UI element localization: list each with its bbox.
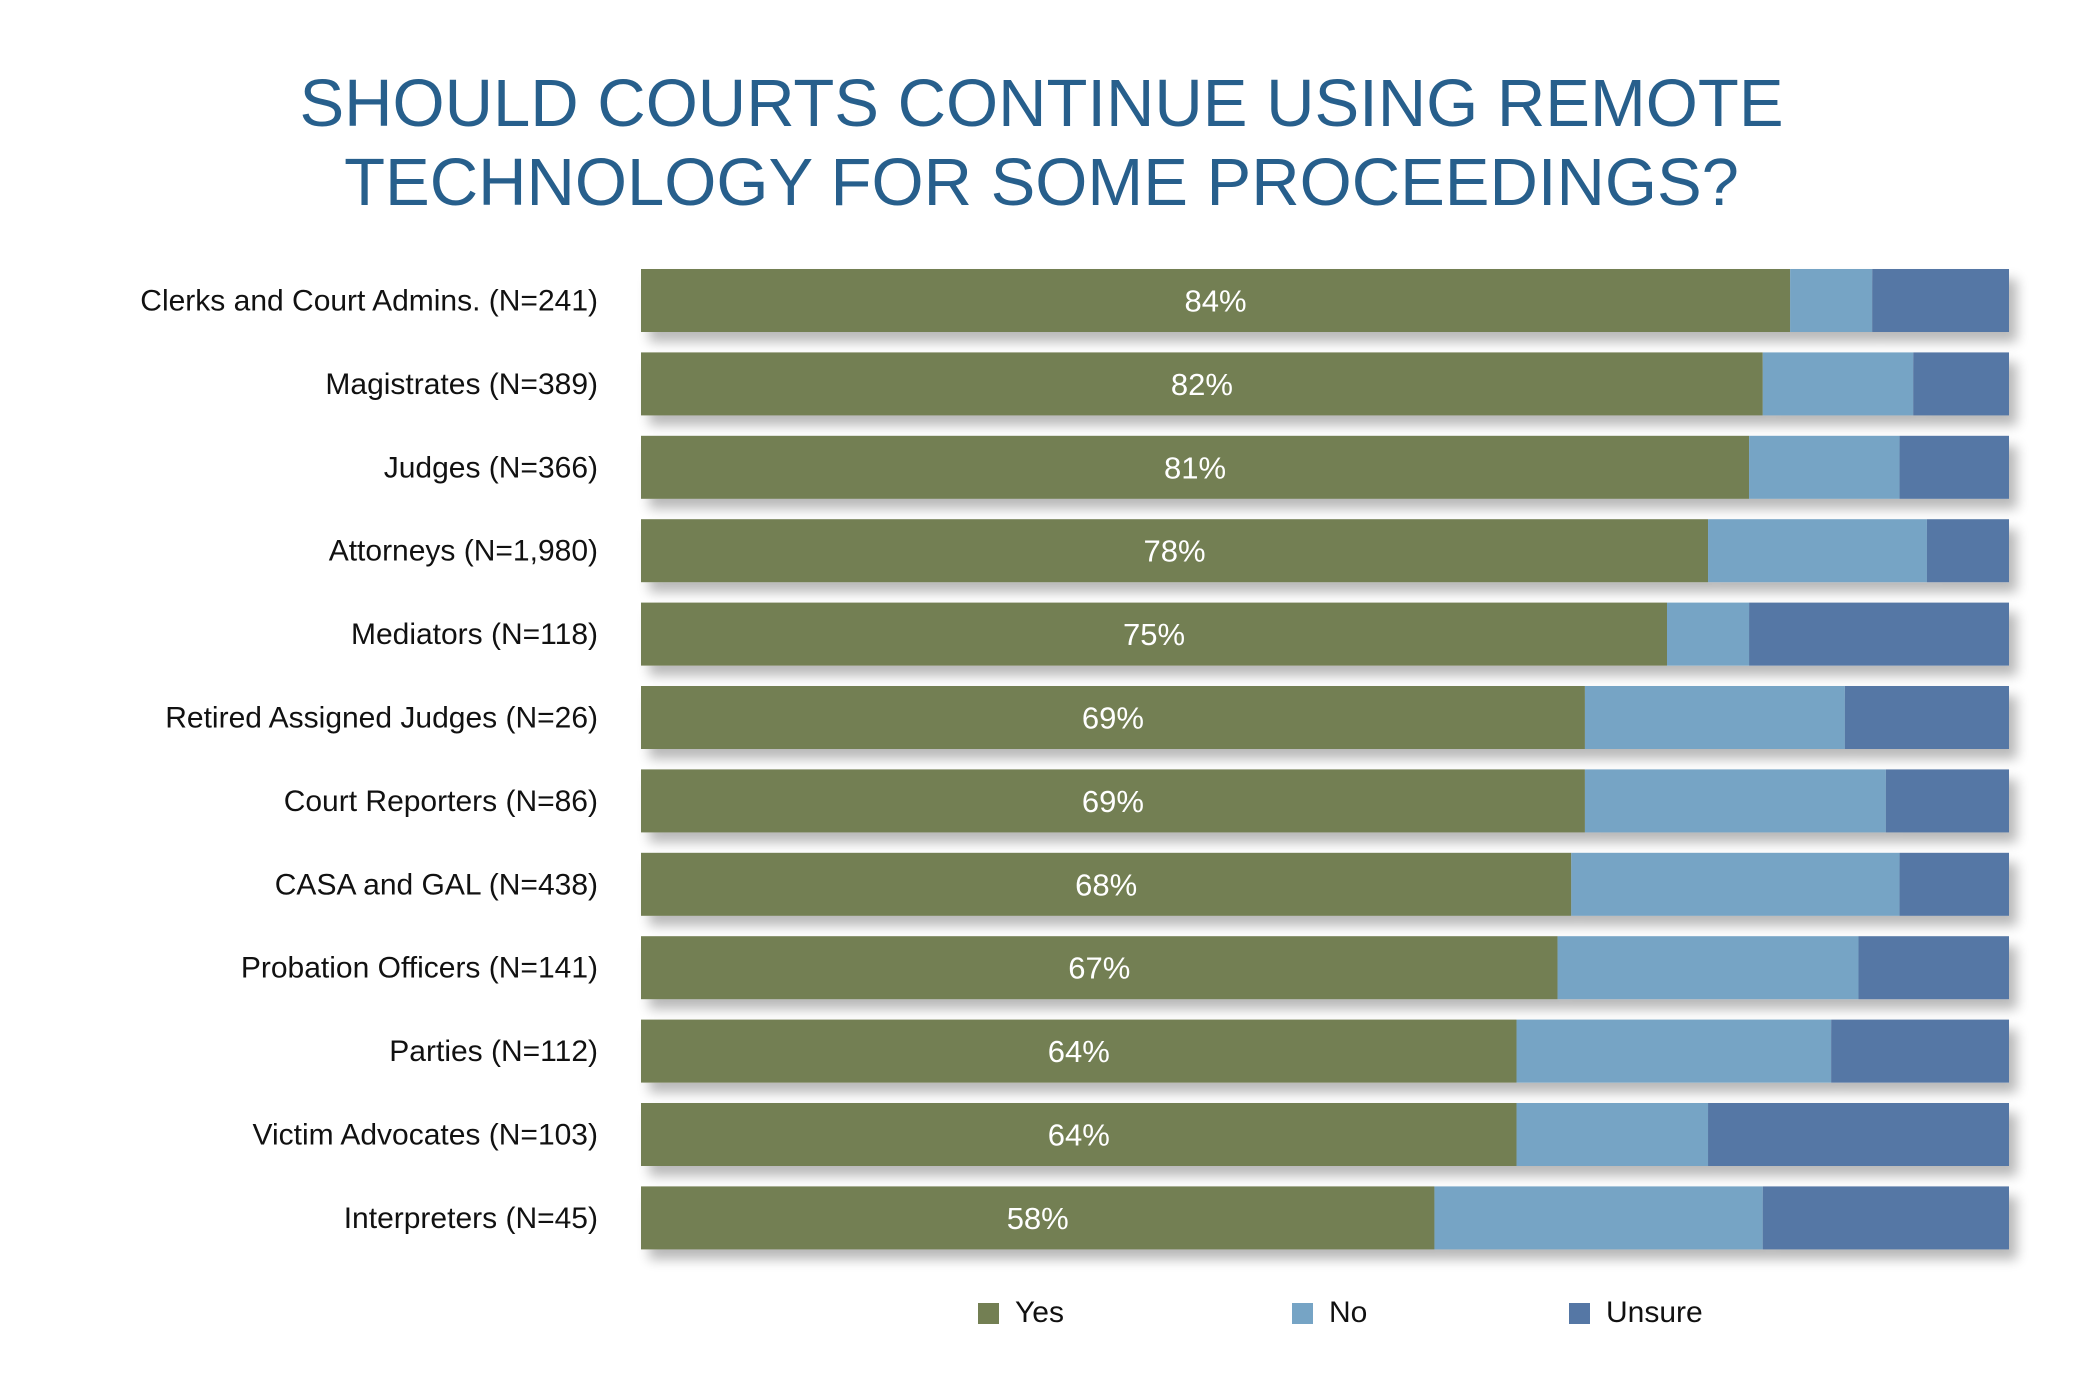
bar-segment-yes [641,519,1709,583]
bar-segment-no [1434,1186,1763,1250]
legend-label-unsure: Unsure [1606,1296,1703,1329]
data-label: 75% [1123,617,1185,652]
bar-segment-no [1667,602,1750,666]
category-label: Court Reporters (N=86) [284,785,598,818]
bar-segment-no [1584,769,1886,833]
stacked-bar [641,769,2009,833]
bar-segment-no [1749,435,1900,499]
category-label: Magistrates (N=389) [325,368,598,401]
bar-row-retired-assigned-judges: Retired Assigned Judges (N=26) 69% [165,686,2009,749]
data-label: 69% [1082,784,1144,819]
bar-segment-unsure [1844,686,2009,749]
bar-segment-no [1708,519,1927,583]
stacked-bar [641,936,2009,1000]
bar-row-mediators: Mediators (N=118) 75% [351,602,2009,666]
legend-swatch-no [1292,1302,1313,1324]
bar-segment-yes [641,1103,1517,1166]
legend: Yes No Unsure [0,1296,2083,1330]
bar-segment-yes [641,602,1667,666]
legend-item-no: No [1292,1296,1367,1330]
plot-area: Clerks and Court Admins. (N=241) 84% Magis… [140,269,2009,1250]
stacked-bar [641,435,2009,499]
category-label: Judges (N=366) [384,451,598,484]
bar-segment-unsure [1913,352,2009,416]
bar-row-interpreters: Interpreters (N=45) 58% [344,1186,2009,1250]
bar-segment-no [1762,352,1914,416]
legend-item-yes: Yes [978,1296,1064,1330]
category-label: Attorneys (N=1,980) [329,535,598,568]
bar-segment-yes [641,435,1750,499]
bar-row-judges: Judges (N=366) 81% [384,435,2009,499]
category-label: Interpreters (N=45) [344,1202,598,1235]
bar-segment-unsure [1762,1186,2009,1250]
category-label: Retired Assigned Judges (N=26) [165,702,598,735]
bar-segment-no [1571,852,1900,916]
stacked-bar [641,602,2009,666]
bar-row-probation-officers: Probation Officers (N=141) 67% [241,936,2009,1000]
data-label: 58% [1007,1201,1069,1236]
bar-row-casa-and-gal: CASA and GAL (N=438) 68% [275,852,2009,916]
bar-segment-unsure [1926,519,2009,583]
data-label: 78% [1143,534,1205,569]
data-label: 84% [1185,284,1247,319]
bar-segment-unsure [1872,269,2009,332]
bar-segment-yes [641,352,1763,416]
bar-segment-yes [641,769,1585,833]
stacked-bar [641,352,2009,416]
bar-segment-yes [641,936,1558,1000]
bar-row-parties: Parties (N=112) 64% [389,1019,2009,1083]
bar-segment-unsure [1831,1019,2009,1083]
legend-item-unsure: Unsure [1569,1296,1703,1330]
category-label: Clerks and Court Admins. (N=241) [140,285,598,318]
stacked-bar [641,1186,2009,1250]
chart-title: SHOULD COURTS CONTINUE USING REMOTE TECH… [0,64,2083,222]
bar-segment-yes [641,1186,1435,1250]
bar-row-attorneys: Attorneys (N=1,980) 78% [329,519,2009,583]
stacked-bar [641,1019,2009,1083]
bar-segment-no [1790,269,1873,332]
bar-segment-unsure [1708,1103,2009,1166]
data-label: 64% [1048,1118,1110,1153]
bar-segment-yes [641,852,1572,916]
bar-segment-no [1557,936,1859,1000]
legend-swatch-yes [978,1302,999,1324]
bar-row-court-reporters: Court Reporters (N=86) 69% [284,769,2009,833]
data-label: 81% [1164,450,1226,485]
chart-title-line-1: SHOULD COURTS CONTINUE USING REMOTE [299,66,1784,141]
data-label: 64% [1048,1034,1110,1069]
bar-segment-unsure [1749,602,2009,666]
legend-label-no: No [1329,1296,1368,1329]
data-label: 82% [1171,367,1233,402]
stacked-bar [641,852,2009,916]
bar-row-clerks-and-court-admins: Clerks and Court Admins. (N=241) 84% [140,269,2009,332]
legend-label-yes: Yes [1015,1296,1064,1329]
stacked-bar [641,269,2009,332]
legend-swatch-unsure [1569,1302,1590,1324]
bar-segment-unsure [1899,435,2009,499]
bar-segment-yes [641,1019,1517,1083]
category-label: Parties (N=112) [389,1035,598,1068]
bar-row-magistrates: Magistrates (N=389) 82% [325,352,2009,416]
data-label: 69% [1082,701,1144,736]
bar-segment-yes [641,269,1791,332]
stacked-bar [641,686,2009,749]
data-label: 68% [1075,867,1137,902]
bar-segment-unsure [1885,769,2009,833]
bar-segment-unsure [1899,852,2009,916]
stacked-bar [641,1103,2009,1166]
data-label: 67% [1068,951,1130,986]
category-label: Victim Advocates (N=103) [253,1119,598,1152]
bar-segment-no [1516,1103,1709,1166]
bar-row-victim-advocates: Victim Advocates (N=103) 64% [253,1103,2009,1166]
chart-title-line-2: TECHNOLOGY FOR SOME PROCEEDINGS? [344,145,1739,220]
bar-segment-no [1584,686,1845,749]
stacked-bar [641,519,2009,583]
category-label: Mediators (N=118) [351,618,598,651]
bar-segment-yes [641,686,1585,749]
bar-segment-unsure [1858,936,2009,1000]
category-label: Probation Officers (N=141) [241,952,598,985]
bar-segment-no [1516,1019,1832,1083]
category-label: CASA and GAL (N=438) [275,868,598,901]
